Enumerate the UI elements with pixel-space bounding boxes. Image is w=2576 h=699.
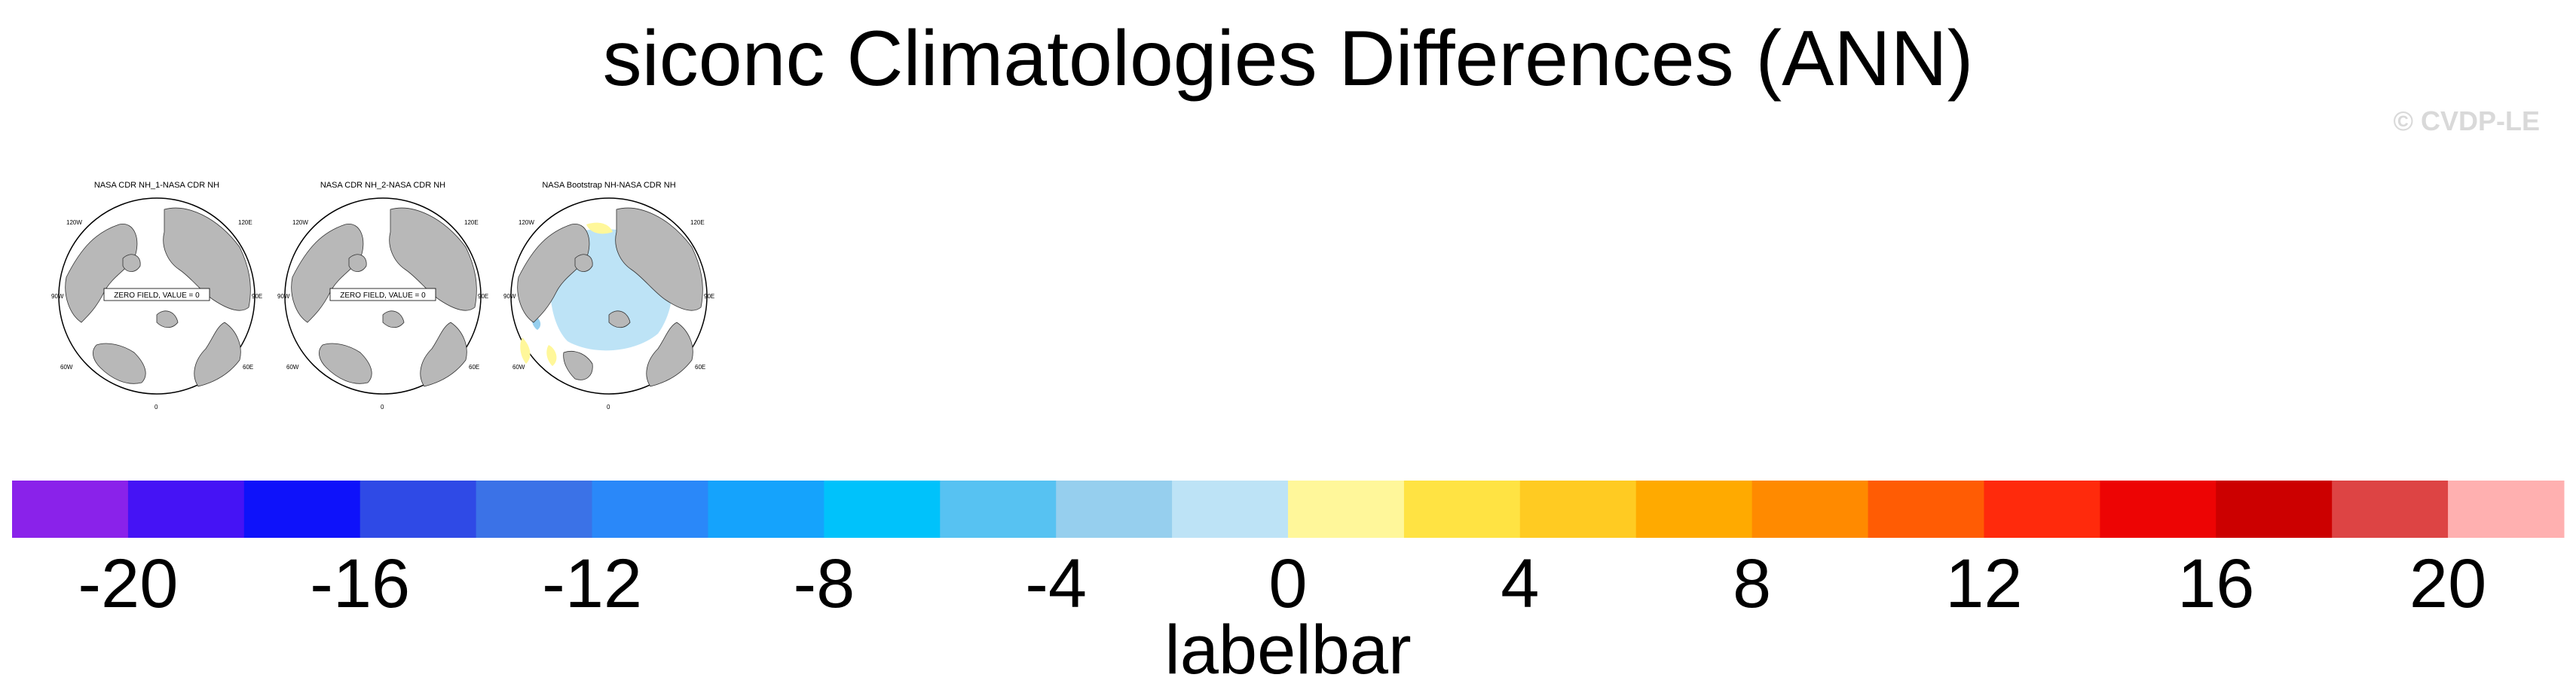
lon-label: 0 xyxy=(381,404,384,411)
colorbar-box xyxy=(1403,481,1521,538)
lon-label: 180 xyxy=(151,194,162,196)
colorbar-tick-label: 16 xyxy=(2177,545,2254,622)
lon-label: 60W xyxy=(286,364,299,371)
colorbar-box xyxy=(592,481,708,538)
lon-label: 60W xyxy=(60,364,73,371)
panel-title: NASA Bootstrap NH-NASA CDR NH xyxy=(542,181,676,190)
colorbar-box xyxy=(1751,481,1869,538)
map-panel-1: NASA CDR NH_1-NASA CDR NH ZERO FIELD, VA… xyxy=(51,179,262,413)
colorbar-box xyxy=(359,481,477,538)
colorbar-tick-label: -12 xyxy=(542,545,642,622)
colorbar-box xyxy=(1984,481,2100,538)
lon-label: 120W xyxy=(66,219,82,226)
lon-label: 180 xyxy=(604,194,614,196)
lon-label: 0 xyxy=(607,404,610,411)
colorbar-box xyxy=(1288,481,1405,538)
colorbar-box xyxy=(2332,481,2449,538)
colorbar-box xyxy=(824,481,941,538)
lon-label: 90E xyxy=(252,293,262,300)
lon-label: 60E xyxy=(469,364,479,371)
colorbar-box xyxy=(2448,481,2565,538)
lon-label: 90W xyxy=(503,293,516,300)
lon-label: 60E xyxy=(695,364,705,371)
lon-label: 90E xyxy=(478,293,488,300)
colorbar-tick-label: -16 xyxy=(310,545,410,622)
panel-title: NASA CDR NH_2-NASA CDR NH xyxy=(320,181,446,190)
polar-map: ZERO FIELD, VALUE = 0 180 120W 120E 60W … xyxy=(51,194,262,411)
polar-map: ZERO FIELD, VALUE = 0 180 120W 120E 60W … xyxy=(277,194,488,411)
zero-field-label: ZERO FIELD, VALUE = 0 xyxy=(340,292,426,300)
polar-map: 180 120W 120E 60W 60E 0 90W 90E xyxy=(503,194,714,411)
lon-label: 90W xyxy=(277,293,290,300)
colorbar-box xyxy=(940,481,1057,538)
colorbar-tick-label: 8 xyxy=(1733,545,1771,622)
colorbar-tick-label: 0 xyxy=(1268,545,1307,622)
colorbar-boxes xyxy=(12,481,2565,538)
lon-label: 0 xyxy=(154,404,158,411)
lon-label: 90E xyxy=(704,293,714,300)
map-panel-3: NASA Bootstrap NH-NASA CDR NH 180 120W 1… xyxy=(503,179,714,413)
lon-label: 120W xyxy=(519,219,534,226)
colorbar-tick-label: 20 xyxy=(2409,545,2486,622)
colorbar-tick-label: 4 xyxy=(1501,545,1539,622)
lon-label: 120W xyxy=(292,219,308,226)
lon-label: 60W xyxy=(512,364,525,371)
lon-label: 60E xyxy=(243,364,253,371)
colorbar-box xyxy=(243,481,361,538)
panel-title: NASA CDR NH_1-NASA CDR NH xyxy=(93,181,220,190)
colorbar-box xyxy=(1868,481,1984,538)
colorbar-box xyxy=(708,481,825,538)
colorbar-tick-labels: -20 -16 -12 -8 -4 0 4 8 12 16 20 xyxy=(78,545,2486,622)
map-panel-2: NASA CDR NH_2-NASA CDR NH ZERO FIELD, VA… xyxy=(277,179,488,413)
lon-label: 90W xyxy=(51,293,64,300)
colorbar-box xyxy=(1519,481,1637,538)
colorbar-tick-label: 12 xyxy=(1945,545,2022,622)
figure-title: siconc Climatologies Differences (ANN) xyxy=(602,15,1974,102)
colorbar-box xyxy=(127,481,245,538)
colorbar-box xyxy=(12,481,129,538)
zero-field-label: ZERO FIELD, VALUE = 0 xyxy=(114,292,200,300)
lon-label: 180 xyxy=(378,194,388,196)
colorbar-box xyxy=(1635,481,1753,538)
colorbar-title: labelbar xyxy=(1164,612,1411,688)
colorbar-tick-label: -4 xyxy=(1025,545,1087,622)
colorbar-box xyxy=(476,481,593,538)
colorbar-tick-label: -8 xyxy=(793,545,855,622)
colorbar-tick-label: -20 xyxy=(78,545,178,622)
watermark: © CVDP-LE xyxy=(2393,105,2540,136)
lon-label: 120E xyxy=(690,219,705,226)
colorbar-box xyxy=(1172,481,1289,538)
lon-label: 120E xyxy=(238,219,252,226)
colorbar-box xyxy=(2216,481,2333,538)
lon-label: 120E xyxy=(464,219,479,226)
colorbar-box xyxy=(2100,481,2217,538)
colorbar-box xyxy=(1056,481,1173,538)
